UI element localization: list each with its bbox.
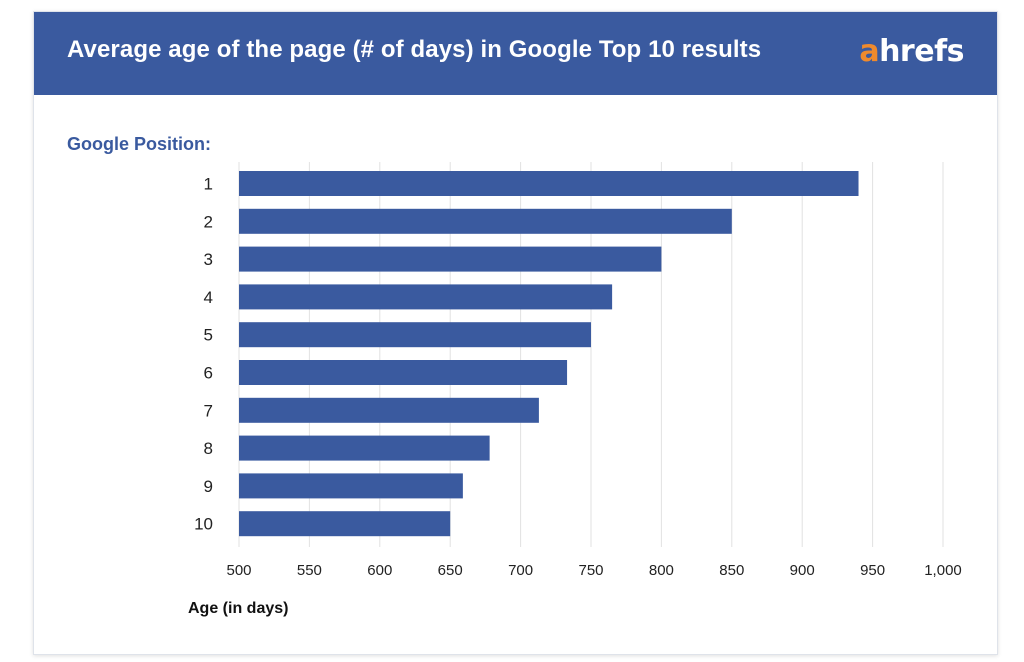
x-tick-label: 650 <box>438 562 463 579</box>
chart-title: Average age of the page (# of days) in G… <box>67 36 762 63</box>
x-tick-label: 850 <box>719 562 744 579</box>
bar-chart: Google Position: 500 550 600 650 700 750 800 850… <box>67 134 962 617</box>
y-axis-label: Google Position: <box>67 134 211 154</box>
bar <box>239 284 613 310</box>
bar <box>239 208 732 234</box>
y-tick-label: 4 <box>204 288 213 307</box>
logo-text: hrefs <box>879 34 964 69</box>
bar <box>239 360 568 385</box>
y-tick-label: 8 <box>204 439 213 458</box>
bar <box>239 511 451 537</box>
chart-header: Average age of the page (# of days) in G… <box>34 12 997 95</box>
x-tick-label: 800 <box>649 562 674 579</box>
bar <box>239 322 591 348</box>
chart-card: Average age of the page (# of days) in G… <box>33 11 998 655</box>
bar <box>239 171 859 196</box>
y-tick-label: 1 <box>204 175 213 194</box>
x-tick-label: 600 <box>367 562 392 579</box>
x-tick-label: 1,000 <box>924 562 962 579</box>
y-tick-label: 5 <box>204 326 213 345</box>
logo-accent-letter: a <box>859 34 880 69</box>
bar <box>239 246 662 272</box>
y-tick-label: 2 <box>204 212 213 231</box>
y-tick-label: 6 <box>204 364 213 383</box>
y-tick-label: 9 <box>204 477 213 496</box>
y-tick-label: 10 <box>194 515 213 534</box>
x-tick-label: 500 <box>226 562 251 579</box>
x-tick-label: 750 <box>578 562 603 579</box>
ahrefs-logo: ahrefs <box>859 34 964 69</box>
x-tick-label: 950 <box>860 562 885 579</box>
bar <box>239 397 539 423</box>
x-tick-label: 900 <box>790 562 815 579</box>
x-axis-label: Age (in days) <box>188 600 288 617</box>
bar <box>239 435 490 461</box>
bar <box>239 473 463 499</box>
y-tick-label: 3 <box>204 250 213 269</box>
x-tick-label: 550 <box>297 562 322 579</box>
x-tick-label: 700 <box>508 562 533 579</box>
y-tick-label: 7 <box>204 401 213 420</box>
